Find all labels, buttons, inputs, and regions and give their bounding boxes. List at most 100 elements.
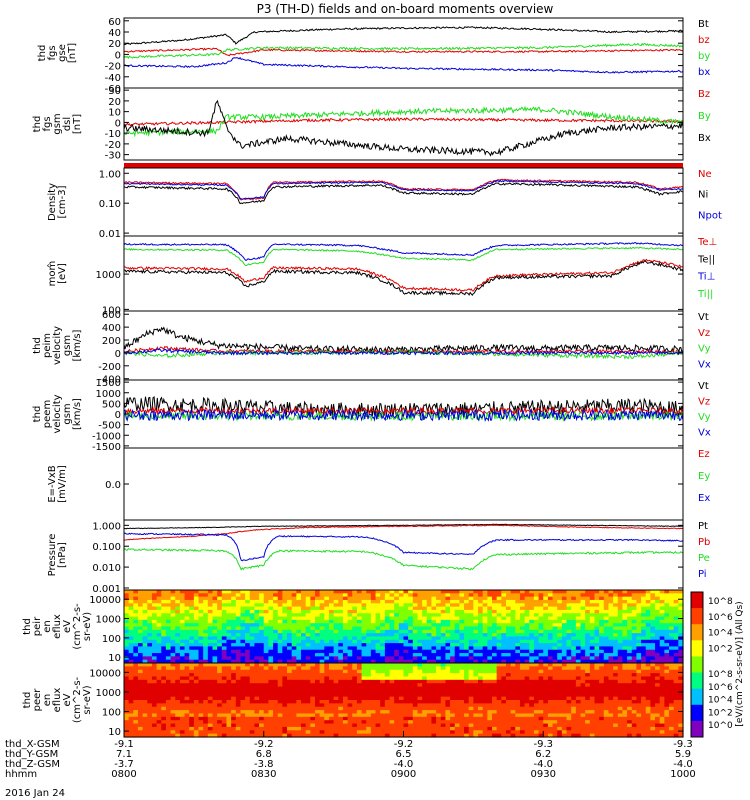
heatmap-cell [328, 716, 335, 721]
heatmap-cell [566, 609, 572, 614]
y-tick-label: 500 [102, 399, 121, 410]
heatmap-cell [198, 646, 204, 651]
heatmap-cell [524, 716, 530, 721]
heatmap-cell [464, 599, 470, 604]
heatmap-cell [529, 596, 535, 601]
heatmap-cell [547, 609, 554, 614]
heatmap-cell [356, 673, 363, 678]
heatmap-cell [566, 693, 572, 698]
heatmap-cell [631, 636, 638, 641]
heatmap-cell [422, 683, 428, 688]
heatmap-cell [552, 689, 558, 694]
heatmap-cell [207, 663, 214, 667]
heatmap-cell [473, 639, 479, 644]
heatmap-cell [217, 720, 223, 725]
heatmap-cell [342, 596, 349, 601]
heatmap-cell [533, 673, 540, 678]
heatmap-cell [221, 663, 228, 667]
heatmap-cell [235, 666, 242, 671]
heatmap-cell [287, 606, 293, 611]
heatmap-cell [333, 599, 339, 604]
heatmap-cell [575, 639, 582, 644]
heatmap-cell [389, 609, 395, 614]
heatmap-cell [659, 603, 665, 608]
heatmap-cell [347, 633, 353, 638]
heatmap-cell [235, 700, 242, 704]
legend-peem_vel-2: Vy [698, 412, 711, 423]
heatmap-cell [459, 633, 465, 638]
heatmap-cell [594, 633, 600, 638]
heatmap-cell [296, 686, 302, 691]
heatmap-cell [473, 713, 479, 718]
heatmap-cell [650, 626, 656, 631]
heatmap-cell [524, 646, 530, 651]
heatmap-cell [561, 646, 568, 651]
heatmap-cell [631, 619, 638, 624]
heatmap-cell [510, 609, 516, 614]
heatmap-cell [524, 733, 530, 738]
heatmap-cell [375, 629, 381, 634]
heatmap-cell [366, 629, 372, 634]
heatmap-cell [533, 693, 540, 698]
heatmap-cell [440, 603, 447, 608]
heatmap-cell [347, 603, 353, 608]
heatmap-cell [375, 703, 381, 708]
heatmap-cell [221, 616, 228, 621]
heatmap-cell [193, 599, 200, 604]
heatmap-cell [547, 706, 554, 711]
heatmap-cell [394, 603, 400, 608]
heatmap-cell [492, 590, 498, 594]
heatmap-cell [408, 590, 414, 594]
heatmap-cell [380, 703, 386, 708]
heatmap-cell [142, 623, 148, 628]
heatmap-cell [245, 613, 251, 618]
heatmap-cell [557, 643, 563, 648]
heatmap-cell [366, 730, 372, 735]
heatmap-cell [328, 710, 335, 715]
series-pressure-1 [123, 524, 684, 541]
heatmap-cell [645, 603, 651, 608]
heatmap-cell [450, 669, 456, 674]
heatmap-cell [240, 686, 246, 691]
heatmap-cell [361, 619, 367, 624]
heatmap-cell [431, 723, 437, 728]
heatmap-cell [408, 686, 414, 691]
heatmap-cell [422, 609, 428, 614]
heatmap-cell [492, 619, 498, 624]
heatmap-cell [226, 653, 232, 657]
heatmap-cell [631, 609, 638, 614]
heatmap-cell [245, 596, 251, 601]
heatmap-cell [417, 693, 423, 698]
heatmap-cell [473, 723, 479, 728]
heatmap-cell [170, 639, 176, 644]
heatmap-cell [450, 649, 456, 654]
heatmap-cell [291, 619, 297, 624]
heatmap-cell [305, 730, 311, 735]
heatmap-cell [678, 590, 684, 594]
heatmap-cell [287, 710, 293, 715]
heatmap-cell [319, 613, 325, 618]
heatmap-cell [375, 659, 381, 664]
heatmap-cell [314, 593, 321, 598]
heatmap-cell [259, 623, 265, 628]
heatmap-cell [454, 689, 460, 694]
heatmap-cell [473, 633, 479, 638]
heatmap-cell [459, 683, 465, 688]
heatmap-cell [305, 590, 311, 594]
heatmap-cell [245, 616, 251, 621]
heatmap-cell [631, 596, 638, 601]
heatmap-cell [133, 656, 139, 661]
heatmap-cell [333, 689, 339, 694]
heatmap-cell [487, 730, 493, 735]
heatmap-cell [417, 673, 423, 678]
heatmap-cell [631, 603, 638, 608]
heatmap-cell [277, 609, 283, 614]
heatmap-cell [664, 609, 670, 614]
heatmap-cell [226, 726, 232, 731]
heatmap-cell [333, 593, 339, 598]
heatmap-cell [342, 679, 349, 684]
heatmap-cell [291, 603, 297, 608]
heatmap-cell [282, 619, 288, 624]
